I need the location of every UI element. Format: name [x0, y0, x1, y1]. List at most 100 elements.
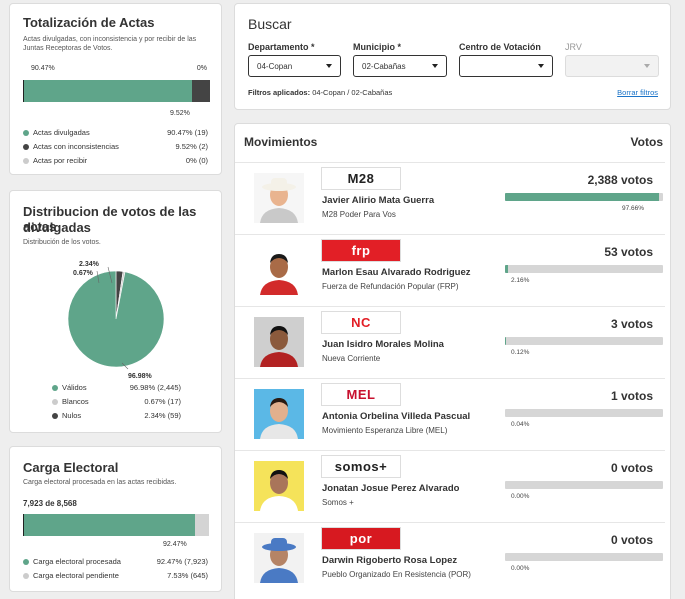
- pie-leader-line: [121, 362, 129, 370]
- candidate-row: NC Juan Isidro Morales Molina Nueva Corr…: [235, 306, 665, 378]
- candidate-name: Antonia Orbelina Villeda Pascual: [322, 411, 471, 422]
- distribucion-title-2: divulgadas: [23, 220, 91, 235]
- departamento-label: Departamento *: [248, 42, 315, 52]
- legend-dot: [23, 144, 29, 150]
- candidate-pct: 0.04%: [511, 421, 530, 428]
- carga-title: Carga Electoral: [23, 460, 119, 475]
- party-logo: somos+: [321, 455, 401, 478]
- legend-value: 0% (0): [185, 156, 208, 165]
- party-logo-text: NC: [351, 315, 371, 330]
- candidate-photo-icon: [260, 538, 298, 583]
- legend-value: 92.47% (7,923): [156, 557, 208, 566]
- legend-value: 2.34% (59): [144, 411, 181, 420]
- vote-progress-bar: [505, 481, 663, 489]
- candidate-photo-icon: [260, 326, 298, 367]
- pie-label-nulos: 2.34%: [79, 261, 99, 268]
- legend-label: Actas divulgadas: [33, 128, 90, 137]
- party-logo: M28: [321, 167, 401, 190]
- legend-label: Válidos: [62, 383, 87, 392]
- legend-value: 96.98% (2,445): [129, 383, 181, 392]
- party-logo-text: frp: [351, 243, 371, 258]
- candidate-row: frp Marlon Esau Alvarado Rodriguez Fuerz…: [235, 234, 665, 306]
- candidate-pct: 0.12%: [511, 349, 530, 356]
- actas-bottom-label: 9.52%: [170, 110, 190, 117]
- legend-label: Actas por recibir: [33, 156, 88, 165]
- centro-label: Centro de Votación: [459, 42, 541, 52]
- candidate-photo: [254, 317, 304, 367]
- pie-label-blancos: 0.67%: [73, 270, 93, 277]
- actas-subtitle-1: Actas divulgadas, con inconsistencia y p…: [23, 36, 197, 43]
- actas-top-left-label: 90.47%: [31, 65, 55, 72]
- carga-legend-procesada: Carga electoral procesada 92.47% (7,923): [23, 557, 208, 569]
- distribucion-title-1: Distribucion de votos de las actas: [23, 204, 197, 234]
- filtros-aplicados: Filtros aplicados: 04-Copan / 02-Cabañas: [248, 88, 392, 97]
- buscar-card: Buscar Departamento * 04-Copan Municipio…: [234, 3, 671, 110]
- movimientos-title: Movimientos: [244, 135, 318, 149]
- legend-dot: [52, 413, 58, 419]
- candidate-votes: 0 votos: [610, 461, 653, 475]
- pie-slice-validos: [67, 270, 165, 368]
- dist-legend-nulos: Nulos 2.34% (59): [52, 411, 181, 423]
- municipio-label: Municipio *: [353, 42, 401, 52]
- actas-legend-por-recibir: Actas por recibir 0% (0): [23, 156, 208, 168]
- party-logo: MEL: [321, 383, 401, 406]
- carga-bar: [23, 514, 209, 536]
- candidate-party: Nueva Corriente: [322, 354, 381, 363]
- jrv-label: JRV: [565, 42, 582, 52]
- candidate-name: Javier Alirio Mata Guerra: [322, 195, 435, 206]
- candidate-row: somos+ Jonatan Josue Perez Alvarado Somo…: [235, 450, 665, 522]
- actas-bar-inconsistencias: [192, 80, 210, 102]
- candidate-row: por Darwin Rigoberto Rosa Lopez Pueblo O…: [235, 522, 665, 594]
- movimientos-header: Movimientos Votos: [235, 124, 670, 160]
- dist-legend-validos: Válidos 96.98% (2,445): [52, 383, 181, 395]
- departamento-select[interactable]: 04-Copan: [248, 55, 341, 77]
- vote-progress-fill: [505, 193, 660, 201]
- legend-value: 0.67% (17): [144, 397, 181, 406]
- candidate-photo: [254, 245, 304, 295]
- party-logo-text: MEL: [346, 387, 376, 402]
- candidate-photo: [254, 461, 304, 511]
- pie-leader-line: [96, 270, 100, 284]
- actas-legend-divulgadas: Actas divulgadas 90.47% (19): [23, 128, 208, 140]
- movimientos-card: Movimientos Votos M28 Javier Alirio Mata…: [234, 123, 671, 599]
- actas-stacked-bar: [23, 80, 210, 102]
- candidate-pct: 97.66%: [621, 205, 644, 212]
- candidate-votes: 53 votos: [604, 245, 653, 259]
- legend-value: 7.53% (645): [167, 571, 208, 580]
- candidate-photo-icon: [260, 470, 298, 511]
- legend-dot: [23, 559, 29, 565]
- legend-dot: [23, 573, 29, 579]
- chevron-down-icon: [326, 64, 332, 68]
- party-logo-text: M28: [347, 171, 375, 186]
- carga-total: 7,923 de 8,568: [23, 499, 77, 508]
- filtros-label: Filtros aplicados:: [248, 88, 311, 97]
- candidate-photo: [254, 389, 304, 439]
- actas-top-right-label: 0%: [196, 65, 207, 72]
- candidate-pct: 0.00%: [511, 565, 530, 572]
- party-logo: por: [321, 527, 401, 550]
- party-logo-text: por: [349, 531, 373, 546]
- actas-legend-inconsistencias: Actas con inconsistencias 9.52% (2): [23, 142, 208, 154]
- distribucion-subtitle: Distribución de los votos.: [23, 239, 101, 246]
- candidate-party: Fuerza de Refundación Popular (FRP): [322, 282, 459, 291]
- legend-dot: [52, 399, 58, 405]
- borrar-filtros-link[interactable]: Borrar filtros: [617, 88, 658, 97]
- carga-legend-pendiente: Carga electoral pendiente 7.53% (645): [23, 571, 208, 583]
- municipio-select[interactable]: 02-Cabañas: [353, 55, 447, 77]
- votos-column-header: Votos: [630, 135, 663, 149]
- candidate-votes: 2,388 votos: [587, 173, 653, 187]
- vote-progress-bar: [505, 553, 663, 561]
- distribucion-pie-chart: [67, 266, 165, 370]
- carga-bar-label: 92.47%: [163, 541, 187, 548]
- distribucion-card: Distribucion de votos de las actas divul…: [9, 190, 222, 433]
- candidate-name: Juan Isidro Morales Molina: [322, 339, 444, 350]
- pie-label-validos: 96.98%: [128, 373, 152, 380]
- candidate-name: Jonatan Josue Perez Alvarado: [322, 483, 460, 494]
- candidate-row: MEL Antonia Orbelina Villeda Pascual Mov…: [235, 378, 665, 450]
- centro-select[interactable]: [459, 55, 553, 77]
- vote-progress-bar: [505, 409, 663, 417]
- jrv-select[interactable]: [565, 55, 659, 77]
- filtros-value: 04-Copan / 02-Cabañas: [312, 88, 393, 97]
- candidate-party: Somos +: [322, 498, 354, 507]
- legend-dot: [52, 385, 58, 391]
